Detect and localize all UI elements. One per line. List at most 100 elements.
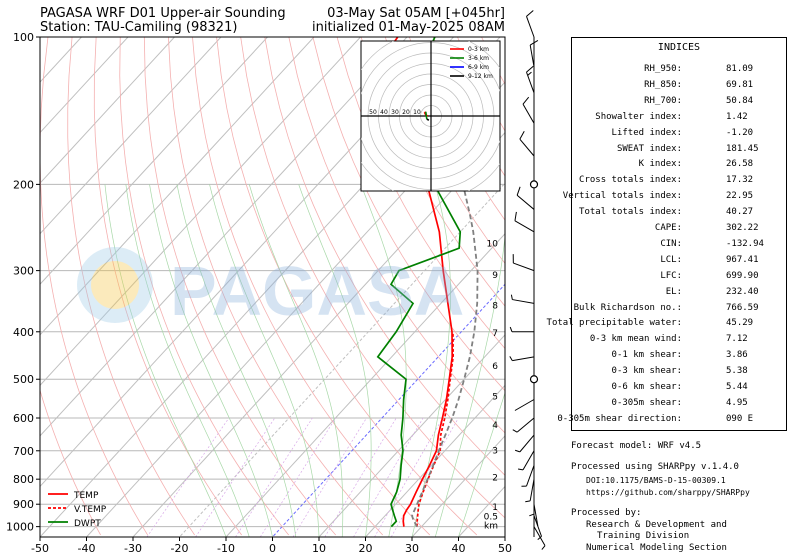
processed-with: Processed using SHARPpy v.1.4.0: [571, 462, 739, 472]
wind-barb-staff: [526, 16, 535, 38]
wind-barb-flag: [526, 65, 534, 73]
index-label: LFC:: [660, 270, 682, 281]
wind-barb-staff: [516, 194, 535, 210]
mixing-ratio-line: [195, 417, 276, 537]
x-tick-label: 50: [498, 542, 512, 555]
isotherm: [40, 37, 454, 488]
mixing-ratio-line: [235, 417, 313, 537]
hodograph-legend-label: 3-6 km: [468, 55, 489, 62]
hodograph: 50 40 30 20 10: [361, 41, 500, 191]
dry-adiabat: [119, 37, 289, 536]
index-value: 5.38: [726, 366, 748, 377]
dry-adiabat: [40, 37, 148, 536]
index-row: 0-305m shear direction: 090 E: [557, 414, 786, 429]
dry-adiabat: [168, 37, 384, 536]
index-label: 0-1 km shear:: [611, 350, 682, 361]
height-km-label: 1: [492, 503, 498, 513]
mixing-ratio-line: [292, 417, 367, 537]
wind-barb-flag: [529, 40, 539, 46]
index-label: SWEAT index:: [616, 143, 682, 154]
moist-adiabat: [434, 232, 505, 537]
indices-panel: INDICES RH_950: 81.09 RH_850: 69.81 RH_700: 5…: [547, 37, 787, 431]
dry-adiabat: [360, 37, 505, 307]
moist-adiabat: [209, 184, 320, 537]
wind-barb-flag: [516, 186, 521, 196]
y-tick-label: 400: [13, 326, 34, 339]
index-label: 0-3 km shear:: [611, 366, 682, 377]
isotherm: [40, 37, 501, 537]
moist-adiabat: [458, 391, 505, 537]
wind-barb-staff: [526, 465, 535, 487]
wind-barb-staff: [513, 262, 535, 272]
wind-barb-flag: [514, 449, 521, 453]
mixing-ratio-line: [353, 417, 424, 537]
wind-barb-flag: [526, 10, 534, 17]
moist-adiabat: [176, 184, 297, 537]
plot-area: [40, 37, 505, 537]
wind-barb-staff: [512, 356, 535, 362]
index-row: 0-3 km shear: 5.38: [572, 366, 786, 381]
hodograph-trace: [426, 118, 430, 121]
x-tick-label: -40: [78, 542, 96, 555]
index-label: Lifted index:: [611, 127, 682, 138]
index-value: 3.86: [726, 350, 748, 361]
doi-text: DOI:10.1175/BAMS-D-15-00309.1: [586, 476, 726, 485]
height-km-label: 9: [492, 271, 498, 281]
wind-barb-staff: [533, 515, 542, 537]
wind-barb-flag: [525, 500, 531, 503]
init-time: initialized 01-May-2025 08AM: [311, 20, 505, 35]
index-value: 81.09: [726, 64, 754, 74]
height-km-label: 6: [492, 362, 498, 372]
wind-barb-staff: [529, 44, 535, 67]
isotherm: [40, 37, 175, 184]
x-tick-label: -50: [31, 542, 49, 555]
index-row: LCL: 967.41: [572, 255, 786, 270]
index-row: LFC: 699.90: [572, 271, 786, 286]
wind-barb-flag: [529, 513, 535, 517]
index-row: 0-1 km shear: 3.86: [572, 350, 786, 365]
index-label: 0-305m shear:: [611, 397, 682, 408]
index-value: 967.41: [726, 254, 759, 265]
index-value: 17.32: [726, 175, 754, 186]
indices-title: INDICES: [657, 42, 701, 53]
index-row: SWEAT index: 181.45: [572, 144, 786, 159]
index-label: EL:: [665, 286, 682, 297]
index-value: -1.20: [726, 127, 754, 138]
height-km-label: 3: [492, 446, 498, 456]
wind-barb-staff: [522, 103, 535, 124]
x-tick-label: 0: [269, 542, 276, 555]
y-tick-label: 600: [13, 412, 34, 425]
org-line-1: Research & Development and: [586, 520, 727, 530]
index-label: 0-6 km shear:: [611, 382, 682, 392]
hodograph-legend-label: 6-9 km: [468, 64, 489, 71]
x-tick-label: 20: [359, 542, 373, 555]
index-value: -132.94: [726, 238, 764, 249]
index-row: Bulk Richardson no.: 766.59: [572, 303, 786, 318]
index-value: 766.59: [726, 302, 759, 313]
calm-wind-circle: [529, 375, 539, 384]
moist-adiabat: [125, 184, 250, 537]
height-km-label: km: [484, 521, 498, 531]
index-label: LCL:: [660, 254, 682, 265]
legend-label: V.TEMP: [74, 505, 107, 515]
sharppy-url[interactable]: https://github.com/sharppy/SHARPpy: [586, 488, 750, 497]
moist-adiabat: [411, 184, 451, 537]
y-tick-label: 500: [13, 373, 34, 386]
dry-adiabat: [264, 37, 505, 476]
isotherm: [40, 37, 315, 336]
wind-barb-staff: [526, 71, 535, 93]
index-row: 0-305m shear: 4.95: [572, 398, 786, 413]
wind-barb-staff: [512, 299, 535, 304]
index-label: Vertical totals index:: [562, 191, 682, 202]
height-km-label: 7: [492, 329, 498, 339]
height-km-label: 8: [492, 302, 498, 312]
index-row: RH_950: 81.09: [572, 64, 786, 79]
isotherm: [40, 37, 408, 437]
index-value: 7.12: [726, 334, 748, 345]
dry-adiabat: [40, 388, 101, 536]
index-row: Cross totals index: 17.32: [572, 175, 786, 190]
index-row: K index: 26.58: [572, 159, 786, 174]
dry-adiabat: [216, 37, 478, 536]
wind-barb-staff: [533, 504, 539, 526]
